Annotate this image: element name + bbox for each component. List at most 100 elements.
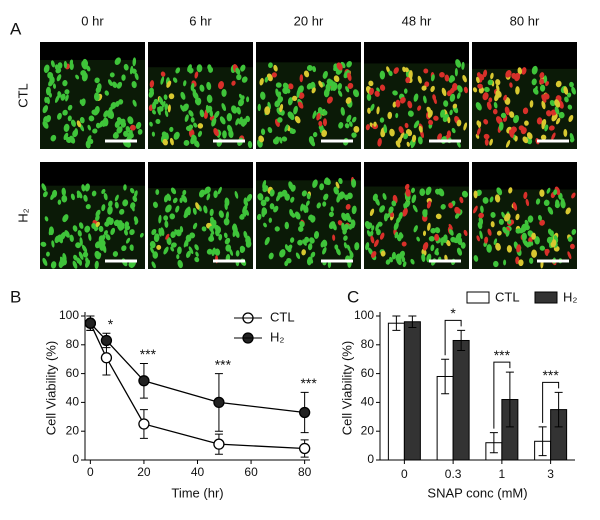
cell-dot <box>565 207 571 215</box>
cell-dot <box>240 95 245 101</box>
cell-dot <box>495 79 501 86</box>
cell-dot <box>84 225 91 233</box>
cell-dot <box>57 62 63 69</box>
cell-dot <box>192 222 198 230</box>
legend-swatch <box>534 291 558 304</box>
cell-dot <box>205 104 210 114</box>
cell-dot <box>365 242 370 251</box>
cell-dot <box>95 209 101 217</box>
cell-dot <box>449 93 456 102</box>
cell-dot <box>263 222 267 228</box>
cell-dot <box>209 216 215 224</box>
cell-dot <box>152 109 156 115</box>
cell-dot <box>78 251 84 260</box>
cell-dot <box>268 217 272 223</box>
cell-dot <box>531 65 538 75</box>
cell-dot <box>396 216 401 224</box>
cell-dot <box>555 80 562 88</box>
cell-dot <box>410 258 415 265</box>
cell-dot <box>569 81 574 88</box>
cell-dot <box>541 122 545 130</box>
cell-dot <box>123 184 127 191</box>
cell-dot <box>322 201 327 207</box>
cell-dot <box>496 84 500 92</box>
cell-dot <box>128 261 135 268</box>
cell-dot <box>190 82 195 91</box>
cell-dot <box>417 105 422 111</box>
cell-dot <box>273 205 279 213</box>
cell-dot <box>257 193 264 201</box>
cell-dot <box>208 235 215 242</box>
x-axis-label: Time (hr) <box>171 485 223 500</box>
cell-dot <box>297 239 303 246</box>
cell-dot <box>235 67 241 75</box>
cell-dot <box>83 194 88 202</box>
cell-dot <box>221 88 227 97</box>
cell-dot <box>50 261 57 269</box>
cell-dot <box>301 249 306 256</box>
cell-dot <box>554 106 560 115</box>
cell-dot <box>453 237 460 244</box>
y-tick-label: 80 <box>66 337 80 351</box>
cell-dot <box>529 257 534 264</box>
cell-dot <box>563 86 569 95</box>
micrograph <box>364 42 469 149</box>
cell-dot <box>373 121 377 127</box>
data-point <box>298 406 311 419</box>
cell-dot <box>153 233 160 243</box>
cell-dot <box>537 214 543 221</box>
legend-label: H₂ <box>563 289 577 304</box>
cell-dot <box>398 126 404 134</box>
cell-dot <box>217 186 222 195</box>
cell-dot <box>124 229 128 236</box>
y-tick-label: 60 <box>66 366 80 380</box>
cell-dot <box>379 117 385 123</box>
cell-dot <box>442 234 448 244</box>
cell-dot <box>547 228 553 235</box>
cell-dot <box>563 129 568 137</box>
significance: * <box>450 305 456 321</box>
cell-dot <box>417 75 422 84</box>
cell-dot <box>386 213 391 219</box>
cell-dot <box>506 245 512 253</box>
time-label: 0 hr <box>81 13 104 28</box>
cell-dot <box>197 123 204 129</box>
cell-dot <box>567 104 573 110</box>
error-bar <box>457 329 466 352</box>
cell-dot <box>423 68 429 74</box>
cell-dot <box>473 205 478 214</box>
cell-dot <box>199 109 205 118</box>
cell-dot <box>196 64 203 73</box>
micrograph <box>40 162 145 270</box>
cell-dot <box>188 110 194 117</box>
cell-dot <box>549 99 556 107</box>
cell-dot <box>70 119 76 127</box>
cell-dot <box>473 190 478 199</box>
cell-dot <box>477 83 483 89</box>
cell-dot <box>219 116 226 125</box>
cell-dot <box>274 226 280 232</box>
cell-dot <box>411 194 417 204</box>
cell-dot <box>421 85 427 91</box>
cell-dot <box>62 109 68 116</box>
cell-dot <box>527 241 532 247</box>
cell-dot <box>214 224 220 230</box>
cell-dot <box>236 74 242 81</box>
cell-dot <box>182 189 187 196</box>
cell-dot <box>67 115 72 122</box>
cell-dot <box>61 195 68 203</box>
cell-dot <box>170 246 175 252</box>
cell-dot <box>77 230 82 237</box>
cell-dot <box>539 189 545 197</box>
cell-dot <box>188 246 194 255</box>
cell-dot <box>343 235 348 241</box>
cell-dot <box>131 68 137 74</box>
panel-label: B <box>10 287 21 306</box>
cell-dot <box>175 229 182 237</box>
cell-dot <box>91 222 96 229</box>
cell-dot <box>379 232 385 240</box>
cell-dot <box>164 103 169 111</box>
cell-dot <box>493 101 498 109</box>
cell-dot <box>160 71 166 77</box>
cell-dot <box>388 206 394 214</box>
